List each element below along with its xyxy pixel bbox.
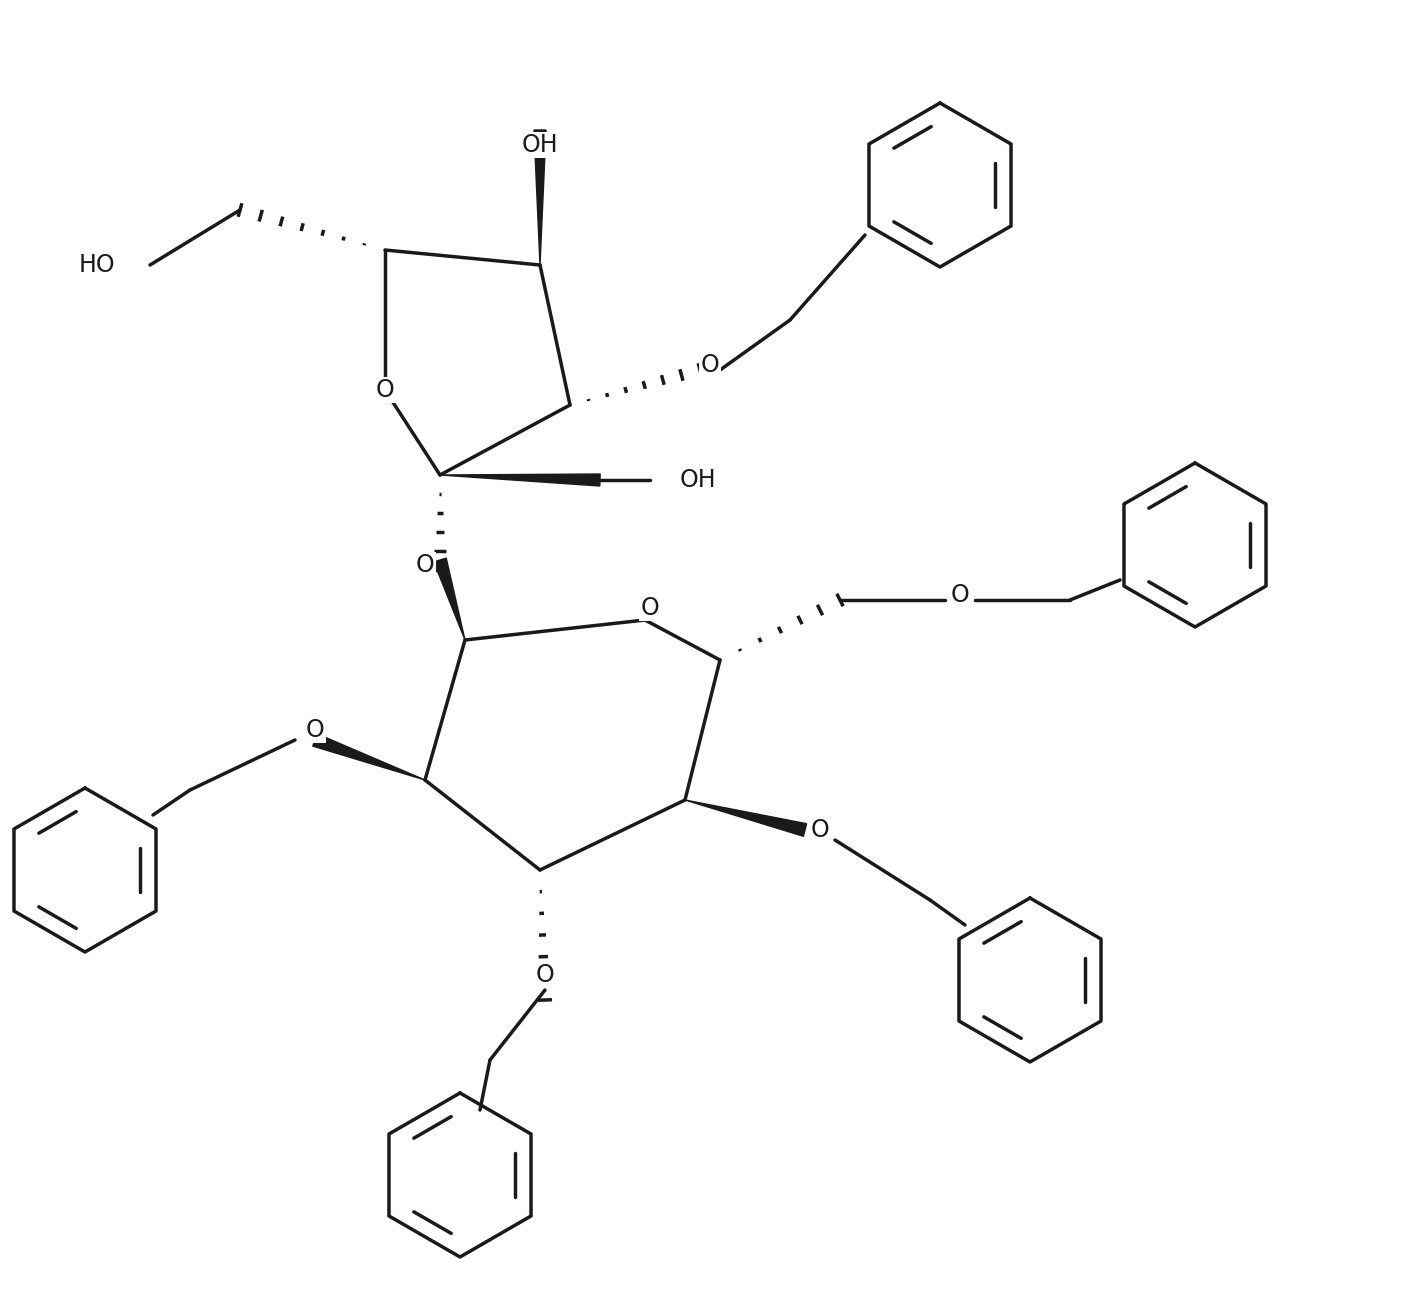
Polygon shape xyxy=(440,474,600,485)
Text: OH: OH xyxy=(680,469,717,492)
Text: O: O xyxy=(701,353,720,376)
Polygon shape xyxy=(313,733,426,780)
Text: O: O xyxy=(536,963,554,986)
Text: O: O xyxy=(416,553,434,578)
Text: HO: HO xyxy=(79,253,116,276)
Text: O: O xyxy=(306,718,324,742)
Polygon shape xyxy=(434,558,466,640)
Text: O: O xyxy=(641,596,660,620)
Text: O: O xyxy=(951,583,970,607)
Text: OH: OH xyxy=(521,132,558,157)
Polygon shape xyxy=(534,130,545,265)
Polygon shape xyxy=(685,800,807,836)
Text: O: O xyxy=(811,818,830,842)
Text: O: O xyxy=(376,378,394,402)
